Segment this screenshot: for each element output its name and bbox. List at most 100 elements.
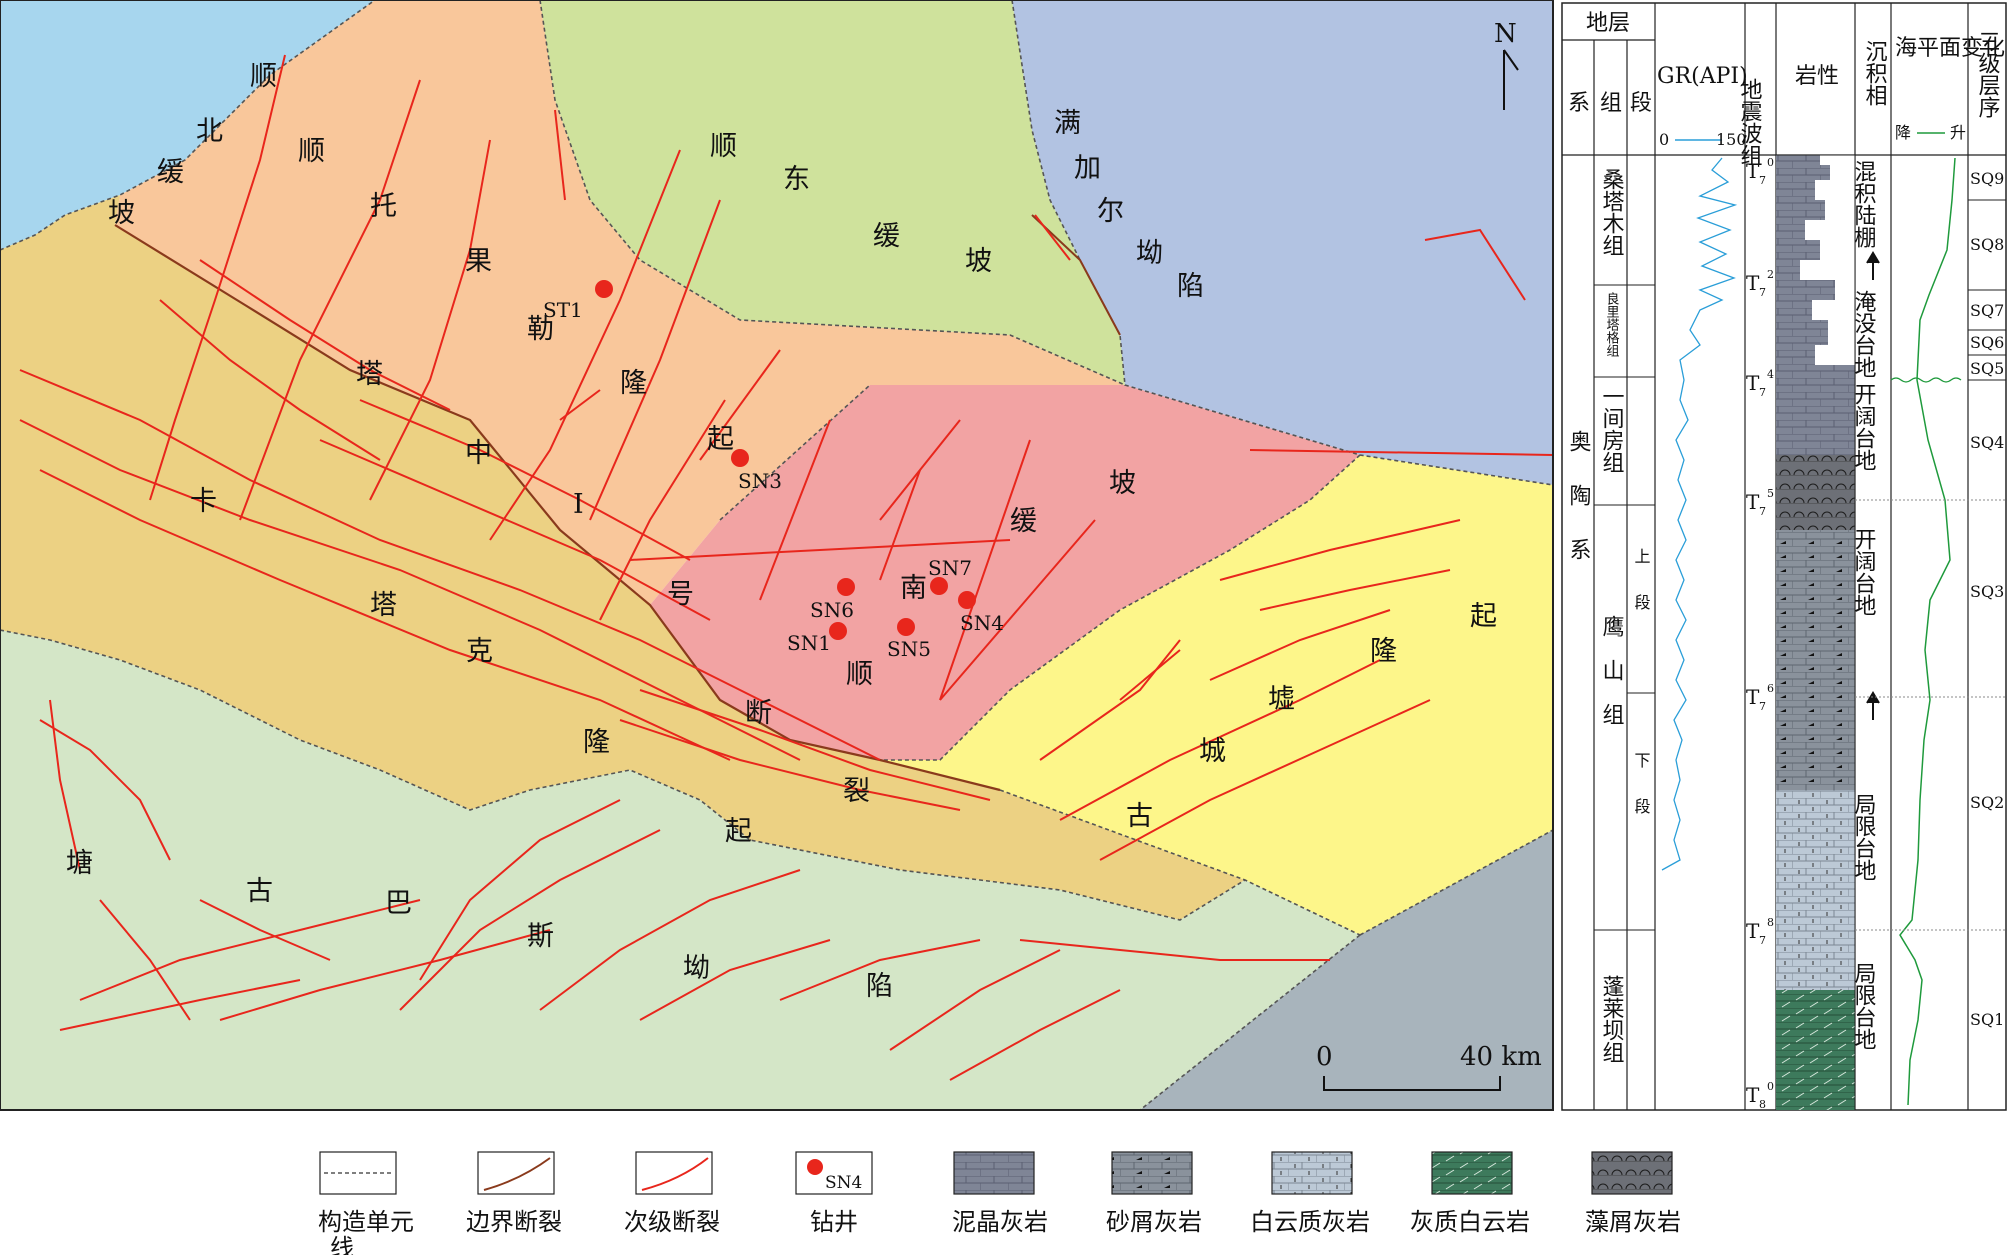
region-tanggubasi-depression xyxy=(0,630,1360,1110)
north-label: N xyxy=(1494,19,1517,49)
header-lithology: 岩性 xyxy=(1795,64,1839,89)
region-char: 顺 xyxy=(846,659,873,690)
horizon-T: T xyxy=(1746,1083,1760,1107)
well-SN4 xyxy=(958,591,976,609)
legend: 构造单元线 边界断裂 次级断裂 SN4 钻井 泥晶灰岩 砂屑灰岩 白云 xyxy=(318,1151,1681,1255)
region-shundong-slope xyxy=(540,0,1125,385)
legend-label: 次级断裂 xyxy=(624,1208,720,1236)
region-southeast-block xyxy=(1140,830,1553,1110)
region-char: 加 xyxy=(1074,153,1101,184)
region-char: 坳 xyxy=(683,953,710,984)
legend-item-well: SN4 钻井 xyxy=(795,1151,873,1236)
region-char: 古 xyxy=(1126,801,1153,832)
tectonic-unit-lines xyxy=(0,0,1553,1110)
sequence-label: SQ2 xyxy=(1970,793,2004,812)
horizon-sub: 7 xyxy=(1759,934,1766,947)
legend-item-calcitic-dol: 灰质白云岩 xyxy=(1410,1151,1530,1236)
secondary-faults xyxy=(19,54,1553,1081)
legend-item-micrite: 泥晶灰岩 xyxy=(952,1151,1048,1236)
header-stratum: 地层 xyxy=(1586,11,1630,36)
legend-label: 灰质白云岩 xyxy=(1410,1208,1530,1236)
region-char: 东 xyxy=(783,164,810,195)
horizon-sup: 6 xyxy=(1767,682,1774,695)
horizon-T: T xyxy=(1746,271,1760,295)
scale-bar-line xyxy=(1323,1076,1501,1091)
horizon-sub: 7 xyxy=(1759,505,1766,518)
region-char: 陷 xyxy=(866,971,893,1002)
well-label: SN5 xyxy=(887,637,931,661)
region-char: 顺 xyxy=(298,136,325,167)
region-char: 古 xyxy=(246,876,273,907)
well-label: SN1 xyxy=(787,631,831,655)
horizon-sup: 0 xyxy=(1767,156,1774,169)
region-char: 坡 xyxy=(965,246,992,277)
header-facies: 沉积相 xyxy=(1862,40,1888,106)
formation-sangtamu: 桑塔木组 xyxy=(1599,168,1625,256)
formation-lianglitage: 良里塔格组 xyxy=(1604,291,1620,357)
region-char: 城 xyxy=(1199,736,1226,767)
well-labels: ST1 SN3 SN6 SN7 SN1 SN5 SN4 xyxy=(543,298,1004,661)
region-char: 缓 xyxy=(1010,506,1037,537)
formation-yingshan: 鹰山组 xyxy=(1599,615,1625,747)
region-char: 起 xyxy=(1470,601,1497,632)
well-SN3 xyxy=(731,449,749,467)
header-sequence: 三级层序 xyxy=(1975,30,2001,118)
sequence-label: SQ3 xyxy=(1970,582,2004,601)
header-system: 系 xyxy=(1568,91,1590,116)
legend-item-algal-ls: 藻屑灰岩 xyxy=(1585,1151,1681,1236)
member-upper: 上段 xyxy=(1632,548,1651,640)
region-char: 缓 xyxy=(157,157,184,188)
legend-item-secondary-fault: 次级断裂 xyxy=(624,1151,720,1236)
horizon-T: T xyxy=(1746,371,1760,395)
region-shunnan-slope xyxy=(650,385,1360,760)
header-member: 段 xyxy=(1630,91,1652,116)
region-char: 隆 xyxy=(583,727,610,758)
well-ST1 xyxy=(595,280,613,298)
well-SN6 xyxy=(837,578,855,596)
horizon-sub: 7 xyxy=(1759,286,1766,299)
well-label: SN6 xyxy=(810,598,854,622)
region-char: 陷 xyxy=(1177,271,1204,302)
sequence-labels: SQ9 SQ8 SQ7 SQ6 SQ5 SQ4 SQ3 SQ2 SQ1 xyxy=(1970,169,2004,1029)
horizon-T: T xyxy=(1746,490,1760,514)
well-label: ST1 xyxy=(543,298,583,322)
lithology-column xyxy=(1776,154,1856,1110)
legend-label: 藻屑灰岩 xyxy=(1585,1208,1681,1236)
formation-penglaiba: 蓬莱坝组 xyxy=(1599,975,1625,1063)
well-SN1 xyxy=(829,622,847,640)
legend-label: 砂屑灰岩 xyxy=(1106,1208,1202,1236)
region-char: 北 xyxy=(196,116,223,147)
facies-yanmo: 淹没台地 xyxy=(1851,290,1877,378)
horizon-T: T xyxy=(1746,919,1760,943)
well-SN5 xyxy=(897,618,915,636)
well-label: SN7 xyxy=(928,556,972,580)
region-char: 托 xyxy=(370,191,397,222)
region-char: 断 xyxy=(745,698,772,729)
sequence-label: SQ9 xyxy=(1970,169,2004,188)
region-char: 勒 xyxy=(527,314,554,345)
region-char: 裂 xyxy=(843,776,870,807)
header-gr-min: 0 xyxy=(1659,130,1669,149)
region-char: 满 xyxy=(1054,108,1081,139)
well-label: SN4 xyxy=(960,611,1004,635)
header-sea-level: 海平面变化 xyxy=(1895,36,2005,61)
header-formation: 组 xyxy=(1600,91,1622,116)
legend-item-tectonic-line: 构造单元线 xyxy=(318,1151,414,1255)
north-arrow: N xyxy=(1494,19,1519,110)
seismic-horizons: T 70 T 72 T 74 T 75 T 76 T 78 T 80 xyxy=(1746,156,1774,1111)
scale-bar: 0 40 km xyxy=(1316,1042,1542,1091)
horizon-sup: 4 xyxy=(1767,368,1774,381)
horizon-T: T xyxy=(1746,685,1760,709)
region-char: 隆 xyxy=(620,368,647,399)
region-char: I xyxy=(573,489,584,520)
region-char: 墟 xyxy=(1268,684,1295,715)
facies-arrow-icon xyxy=(1866,251,1880,280)
stratigraphic-column: 地层 系 组 段 GR(API) 0 150 地震波组 岩性 沉积相 海平面变化… xyxy=(1561,2,2007,1111)
facies-column: 混积陆棚 淹没台地 开阔台地 开阔台地 局限台地 局限台地 xyxy=(1851,160,1880,1050)
region-char: 果 xyxy=(465,246,492,277)
sea-level-curve xyxy=(1899,157,1956,1106)
facies-hunji: 混积陆棚 xyxy=(1851,160,1877,248)
legend-label: 构造单元线 xyxy=(318,1208,414,1255)
facies-kaikuo-2: 开阔台地 xyxy=(1851,528,1877,616)
